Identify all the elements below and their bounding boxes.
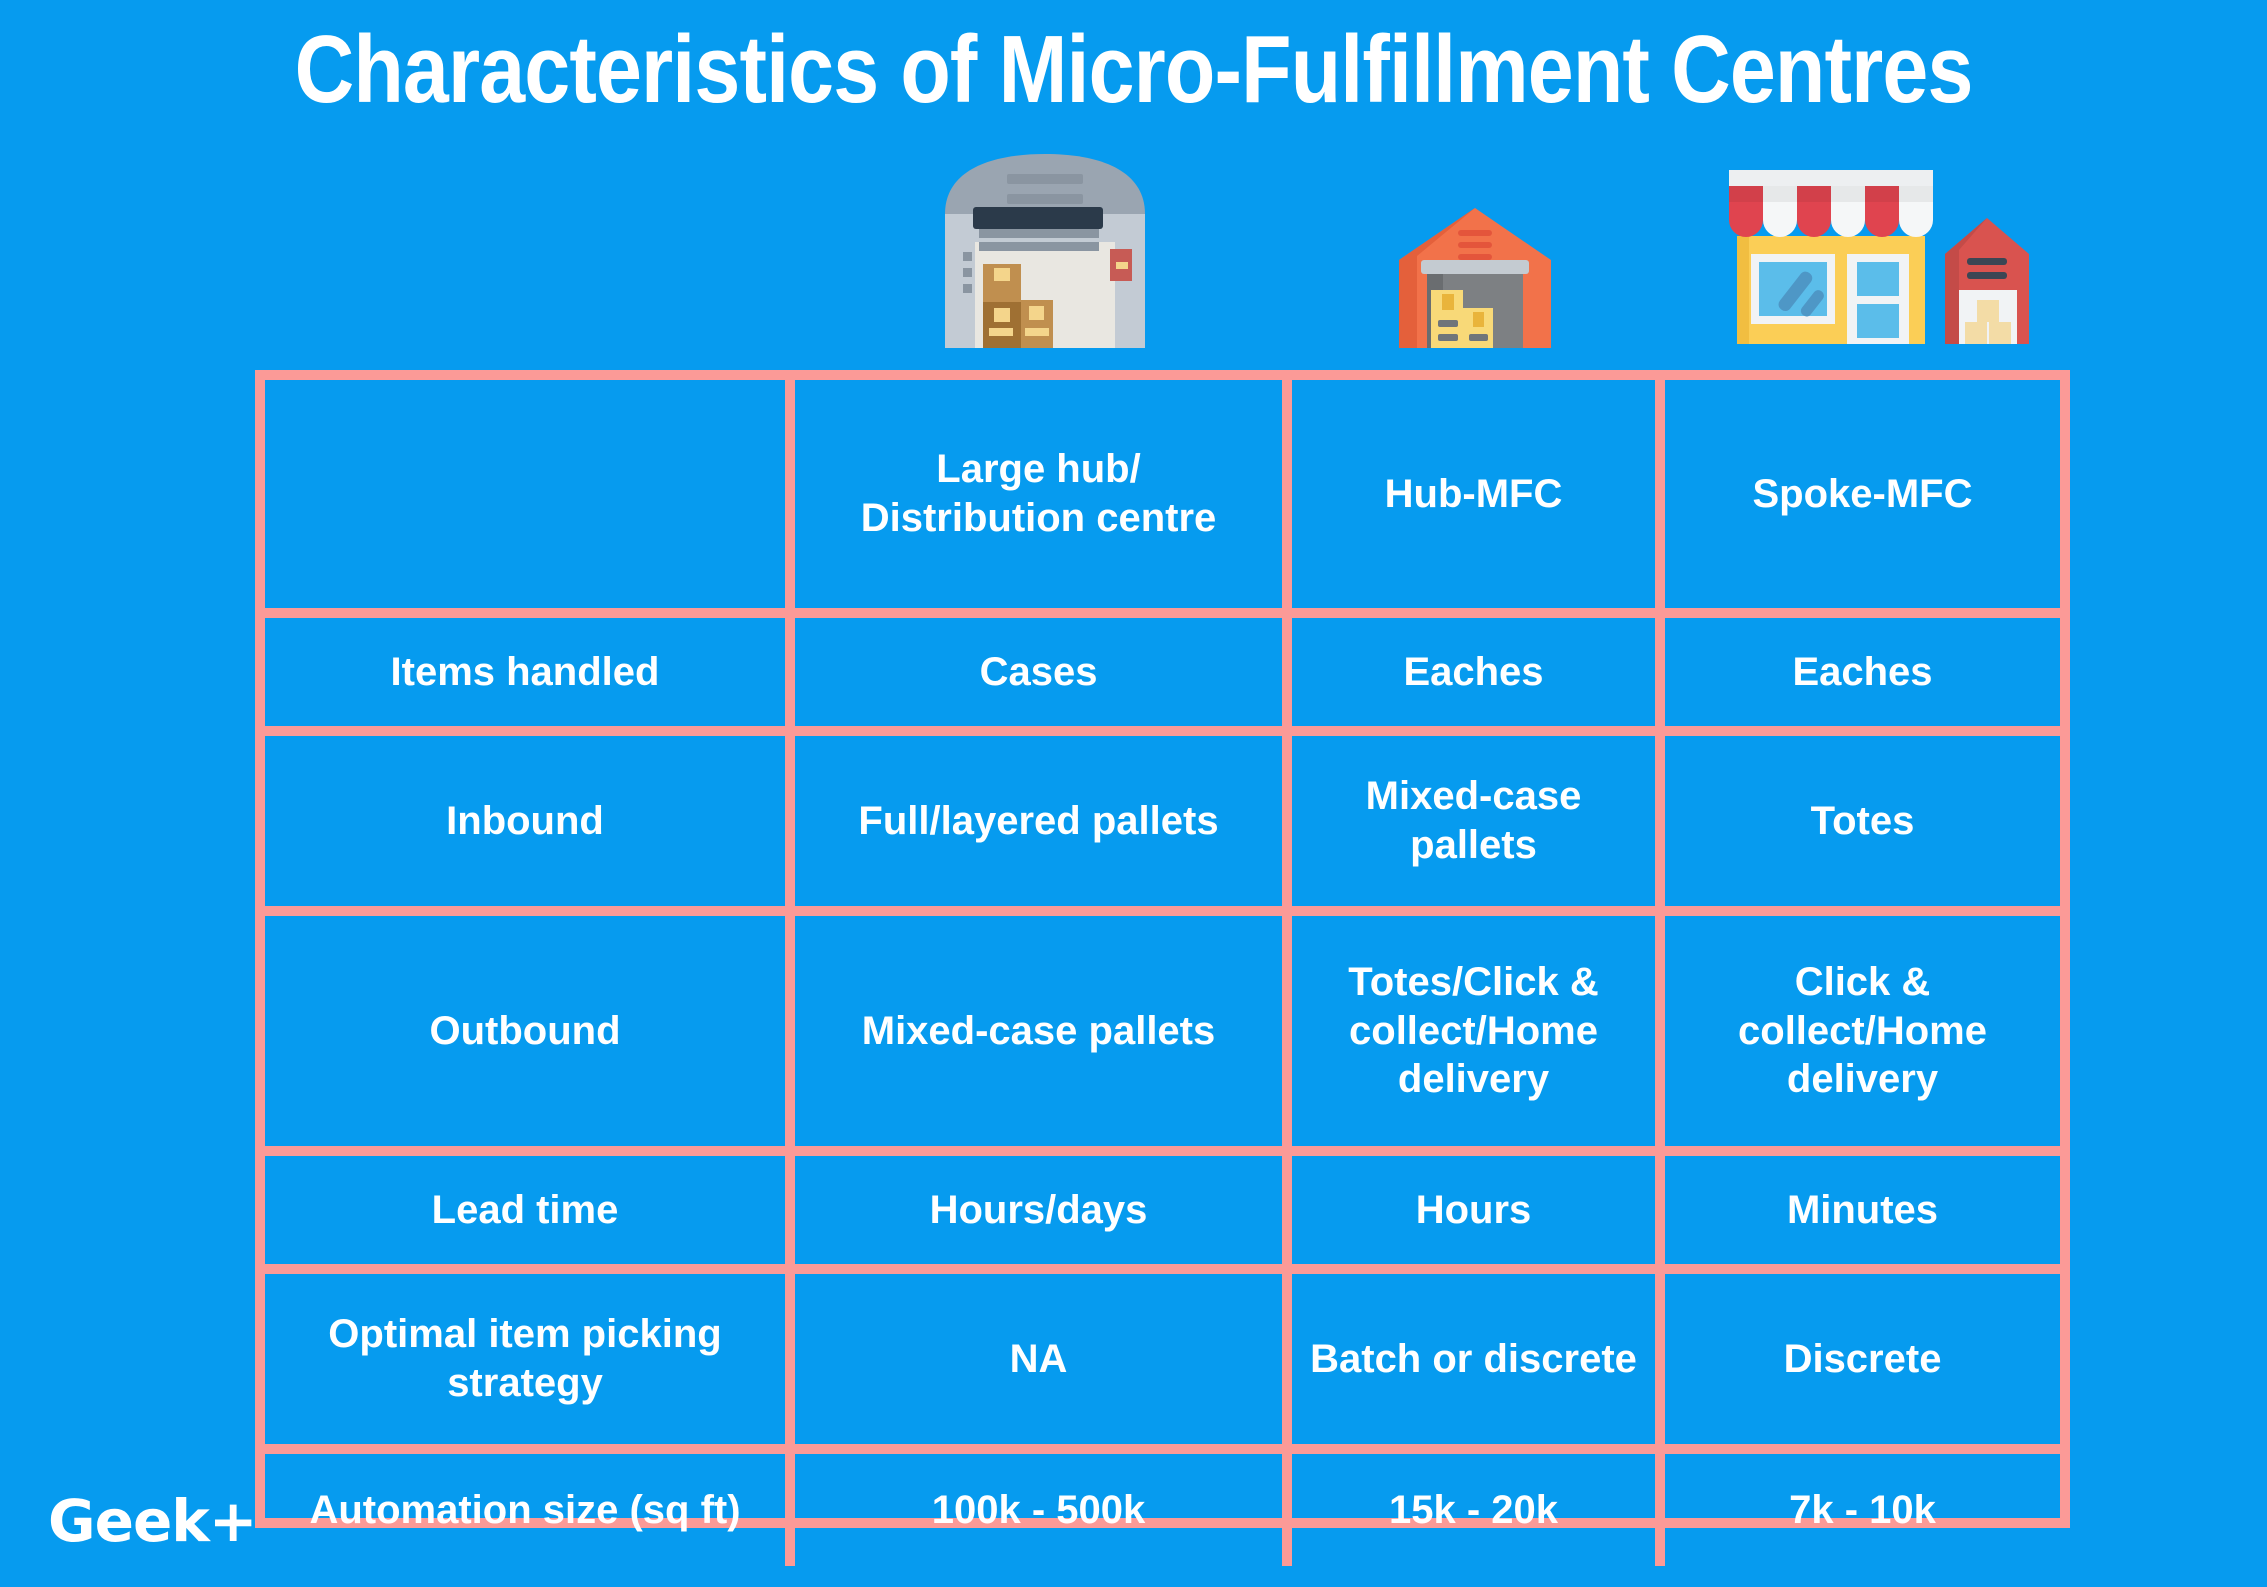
table-row: Outbound Mixed-case pallets Totes/Click … [265,916,2060,1156]
icon-row [0,125,2267,360]
table-row: Inbound Full/layered pallets Mixed-case … [265,736,2060,916]
row-value-dc: Mixed-case pallets [795,916,1292,1146]
row-value-spoke: Eaches [1792,649,1933,694]
row-value-spoke: Minutes [1786,1187,1939,1232]
table-header-row: Large hub/ Distribution centre Hub-MFC S… [265,380,2060,618]
row-value-hub: Mixed-case pallets [1292,736,1665,906]
row-value-dc: Full/layered pallets [795,736,1292,906]
geek-plus-logo: Geek+ [48,1487,257,1555]
table-row: Lead time Hours/days Hours Minutes [265,1156,2060,1274]
table-row: Optimal item picking strategy NA Batch o… [265,1274,2060,1454]
row-value-hub: Batch or discrete [1292,1274,1665,1444]
storefront-icon [1715,162,2035,352]
row-value-spoke: Discrete [1783,1336,1942,1381]
row-value-dc: 100k - 500k [795,1454,1292,1566]
row-value-spoke: Totes [1810,798,1915,843]
distribution-centre-icon [935,152,1155,352]
page-title: Characteristics of Micro-Fulfillment Cen… [294,16,1974,123]
header-large-hub-line1: Large hub/ [936,447,1141,492]
row-label: Outbound [265,916,795,1146]
row-value-dc: Cases [795,618,1292,726]
row-value-hub: 15k - 20k [1292,1454,1665,1566]
header-cell-blank [265,380,795,608]
row-value-hub: Hours [1292,1156,1665,1264]
header-cell-hub-mfc: Hub-MFC [1292,380,1665,608]
row-value-spoke: Click & collect/Home delivery [1738,959,1987,1102]
row-value-dc: Hours/days [795,1156,1292,1264]
row-label: Automation size (sq ft) [265,1454,795,1566]
hub-warehouse-icon [1395,204,1555,352]
row-label: Optimal item picking strategy [265,1274,795,1444]
row-value-spoke: 7k - 10k [1789,1487,1936,1532]
table-row: Automation size (sq ft) 100k - 500k 15k … [265,1454,2060,1566]
row-label: Inbound [265,736,795,906]
table-row: Items handled Cases Eaches Eaches [265,618,2060,736]
title-bar: Characteristics of Micro-Fulfillment Cen… [0,0,2267,140]
row-value-dc: NA [795,1274,1292,1444]
row-value-hub: Totes/Click & collect/Home delivery [1292,916,1665,1146]
header-large-hub-line2: Distribution centre [860,496,1217,540]
header-cell-large-hub: Large hub/ Distribution centre [795,380,1292,608]
characteristics-table: Large hub/ Distribution centre Hub-MFC S… [255,370,2070,1566]
row-label: Lead time [265,1156,795,1264]
row-value-hub: Eaches [1292,618,1665,726]
header-cell-spoke-mfc: Spoke-MFC [1752,471,1973,516]
row-label: Items handled [265,618,795,726]
